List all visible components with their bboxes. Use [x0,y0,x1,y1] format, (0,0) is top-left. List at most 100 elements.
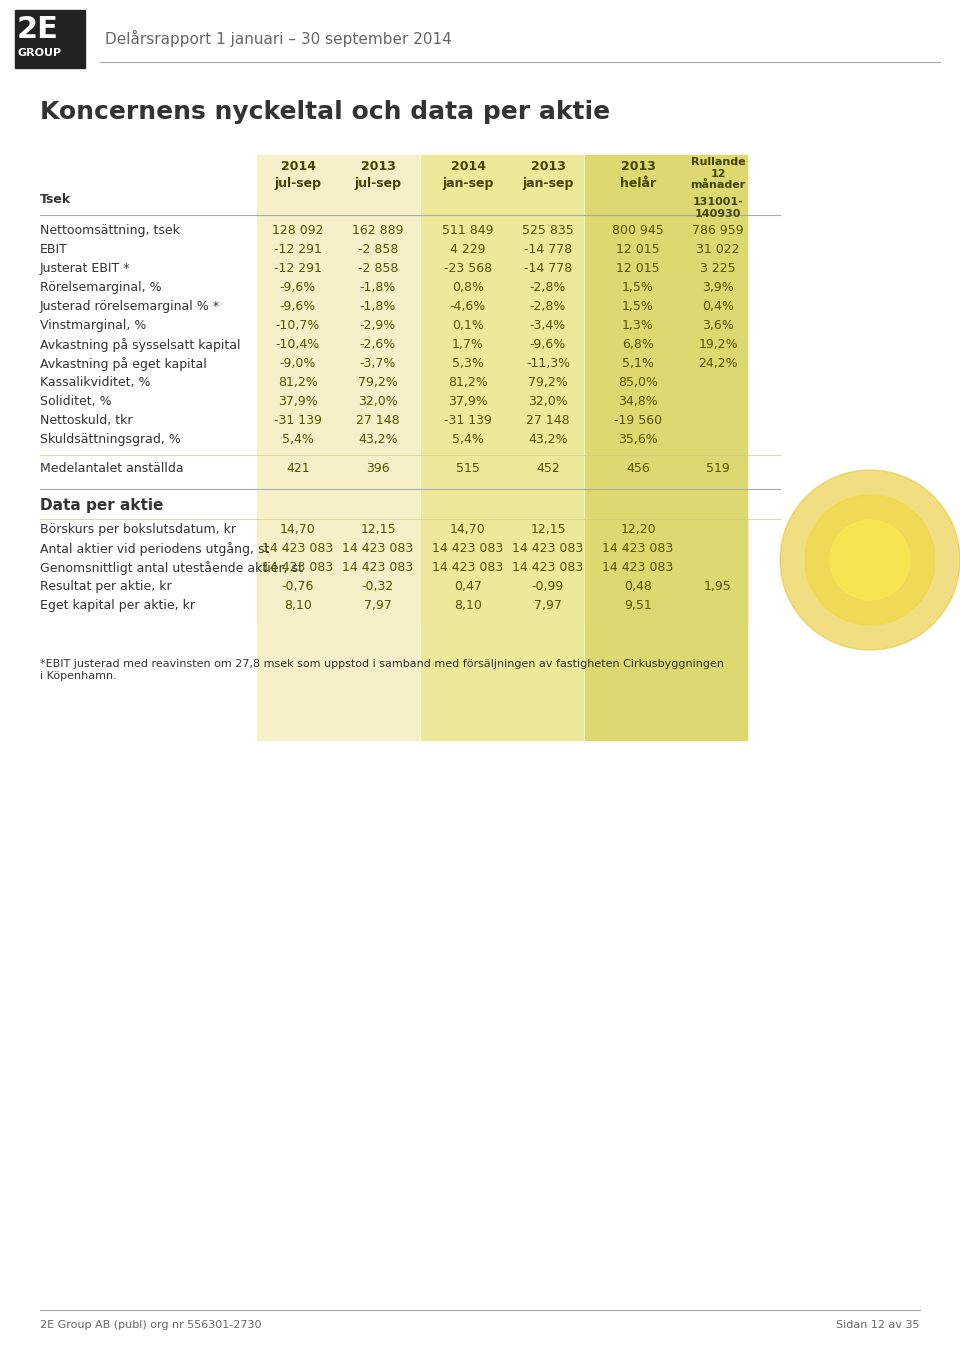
Text: jul-sep: jul-sep [275,176,322,190]
Text: 131001-
140930: 131001- 140930 [692,197,743,218]
Bar [585,517,747,624]
Text: Tsek: Tsek [40,193,71,206]
Text: 81,2%: 81,2% [448,376,488,389]
Text: Avkastning på eget kapital: Avkastning på eget kapital [40,357,206,370]
Text: -2,6%: -2,6% [360,338,396,351]
Text: -9,6%: -9,6% [530,338,566,351]
Text: 27 148: 27 148 [356,414,399,427]
Text: 1,5%: 1,5% [622,300,654,313]
Text: 5,1%: 5,1% [622,357,654,370]
Bar [257,517,419,624]
Text: -3,4%: -3,4% [530,319,566,332]
Text: Data per aktie: Data per aktie [40,498,163,513]
Text: 14 423 083: 14 423 083 [432,541,504,555]
Bar [15,9,85,68]
Text: -12 291: -12 291 [274,262,322,275]
Bar [257,155,419,740]
Text: 7,97: 7,97 [364,598,392,612]
Text: 24,2%: 24,2% [698,357,738,370]
Text: 27 148: 27 148 [526,414,570,427]
Text: jan-sep: jan-sep [522,176,574,190]
Circle shape [805,495,935,626]
Text: 14 423 083: 14 423 083 [262,560,334,574]
Text: *EBIT justerad med reavinsten om 27,8 msek som uppstod i samband med försäljning: *EBIT justerad med reavinsten om 27,8 ms… [40,660,724,681]
Text: -9,6%: -9,6% [280,300,316,313]
Bar [421,517,583,624]
Text: 14 423 083: 14 423 083 [513,560,584,574]
Text: -2,8%: -2,8% [530,281,566,294]
Text: 2013: 2013 [361,160,396,172]
Text: 43,2%: 43,2% [358,433,397,446]
Text: 14 423 083: 14 423 083 [432,560,504,574]
Text: Börskurs per bokslutsdatum, kr: Börskurs per bokslutsdatum, kr [40,522,236,536]
Text: 19,2%: 19,2% [698,338,738,351]
Text: 43,2%: 43,2% [528,433,567,446]
Text: 14,70: 14,70 [280,522,316,536]
Text: 32,0%: 32,0% [358,395,397,408]
Text: 5,3%: 5,3% [452,357,484,370]
Text: Koncernens nyckeltal och data per aktie: Koncernens nyckeltal och data per aktie [40,100,611,123]
Circle shape [830,520,910,600]
Text: Antal aktier vid periodens utgång, st: Antal aktier vid periodens utgång, st [40,541,270,556]
Text: 2E Group AB (publ) org nr 556301-2730: 2E Group AB (publ) org nr 556301-2730 [40,1320,261,1330]
Text: 12,15: 12,15 [530,522,565,536]
Circle shape [780,470,960,650]
Text: -14 778: -14 778 [524,243,572,256]
Text: 37,9%: 37,9% [278,395,318,408]
Text: 35,6%: 35,6% [618,433,658,446]
Text: 14 423 083: 14 423 083 [262,541,334,555]
Text: 0,4%: 0,4% [702,300,734,313]
Text: -0,76: -0,76 [282,579,314,593]
Text: 0,8%: 0,8% [452,281,484,294]
Text: -1,8%: -1,8% [360,300,396,313]
Text: 456: 456 [626,461,650,475]
Text: -31 139: -31 139 [274,414,322,427]
Text: 32,0%: 32,0% [528,395,568,408]
Text: Rörelsemarginal, %: Rörelsemarginal, % [40,281,161,294]
Text: Justerat EBIT *: Justerat EBIT * [40,262,131,275]
Bar [421,155,583,740]
Text: 12,15: 12,15 [360,522,396,536]
Text: Rullande
12
månader: Rullande 12 månader [690,157,746,190]
Text: -31 139: -31 139 [444,414,492,427]
Text: 800 945: 800 945 [612,224,664,237]
Text: Vinstmarginal, %: Vinstmarginal, % [40,319,146,332]
Text: 79,2%: 79,2% [528,376,568,389]
Text: Kassalikviditet, %: Kassalikviditet, % [40,376,151,389]
Text: 5,4%: 5,4% [452,433,484,446]
Text: Avkastning på sysselsatt kapital: Avkastning på sysselsatt kapital [40,338,241,351]
Text: Delårsrapport 1 januari – 30 september 2014: Delårsrapport 1 januari – 30 september 2… [105,30,452,47]
Text: 525 835: 525 835 [522,224,574,237]
Text: 6,8%: 6,8% [622,338,654,351]
Text: 14,70: 14,70 [450,522,486,536]
Text: 37,9%: 37,9% [448,395,488,408]
Text: -2,9%: -2,9% [360,319,396,332]
Text: 162 889: 162 889 [352,224,404,237]
Text: 14 423 083: 14 423 083 [513,541,584,555]
Text: 1,95: 1,95 [704,579,732,593]
Text: -9,6%: -9,6% [280,281,316,294]
Text: 12,20: 12,20 [620,522,656,536]
Text: -19 560: -19 560 [614,414,662,427]
Text: 3,6%: 3,6% [702,319,733,332]
Text: -2,8%: -2,8% [530,300,566,313]
Text: 421: 421 [286,461,310,475]
Text: 5,4%: 5,4% [282,433,314,446]
Text: 2E: 2E [17,15,59,43]
Text: 511 849: 511 849 [443,224,493,237]
Text: Sidan 12 av 35: Sidan 12 av 35 [836,1320,920,1330]
Text: 2013: 2013 [531,160,565,172]
Text: -2 858: -2 858 [358,243,398,256]
Text: 12 015: 12 015 [616,262,660,275]
Text: 8,10: 8,10 [284,598,312,612]
Text: 79,2%: 79,2% [358,376,397,389]
Text: 515: 515 [456,461,480,475]
Text: 3 225: 3 225 [700,262,735,275]
Text: 0,47: 0,47 [454,579,482,593]
Text: Nettoskuld, tkr: Nettoskuld, tkr [40,414,132,427]
Text: -10,4%: -10,4% [276,338,320,351]
Text: Nettoomsättning, tsek: Nettoomsättning, tsek [40,224,180,237]
Text: Skuldsättningsgrad, %: Skuldsättningsgrad, % [40,433,180,446]
Text: Soliditet, %: Soliditet, % [40,395,111,408]
Text: jan-sep: jan-sep [443,176,493,190]
